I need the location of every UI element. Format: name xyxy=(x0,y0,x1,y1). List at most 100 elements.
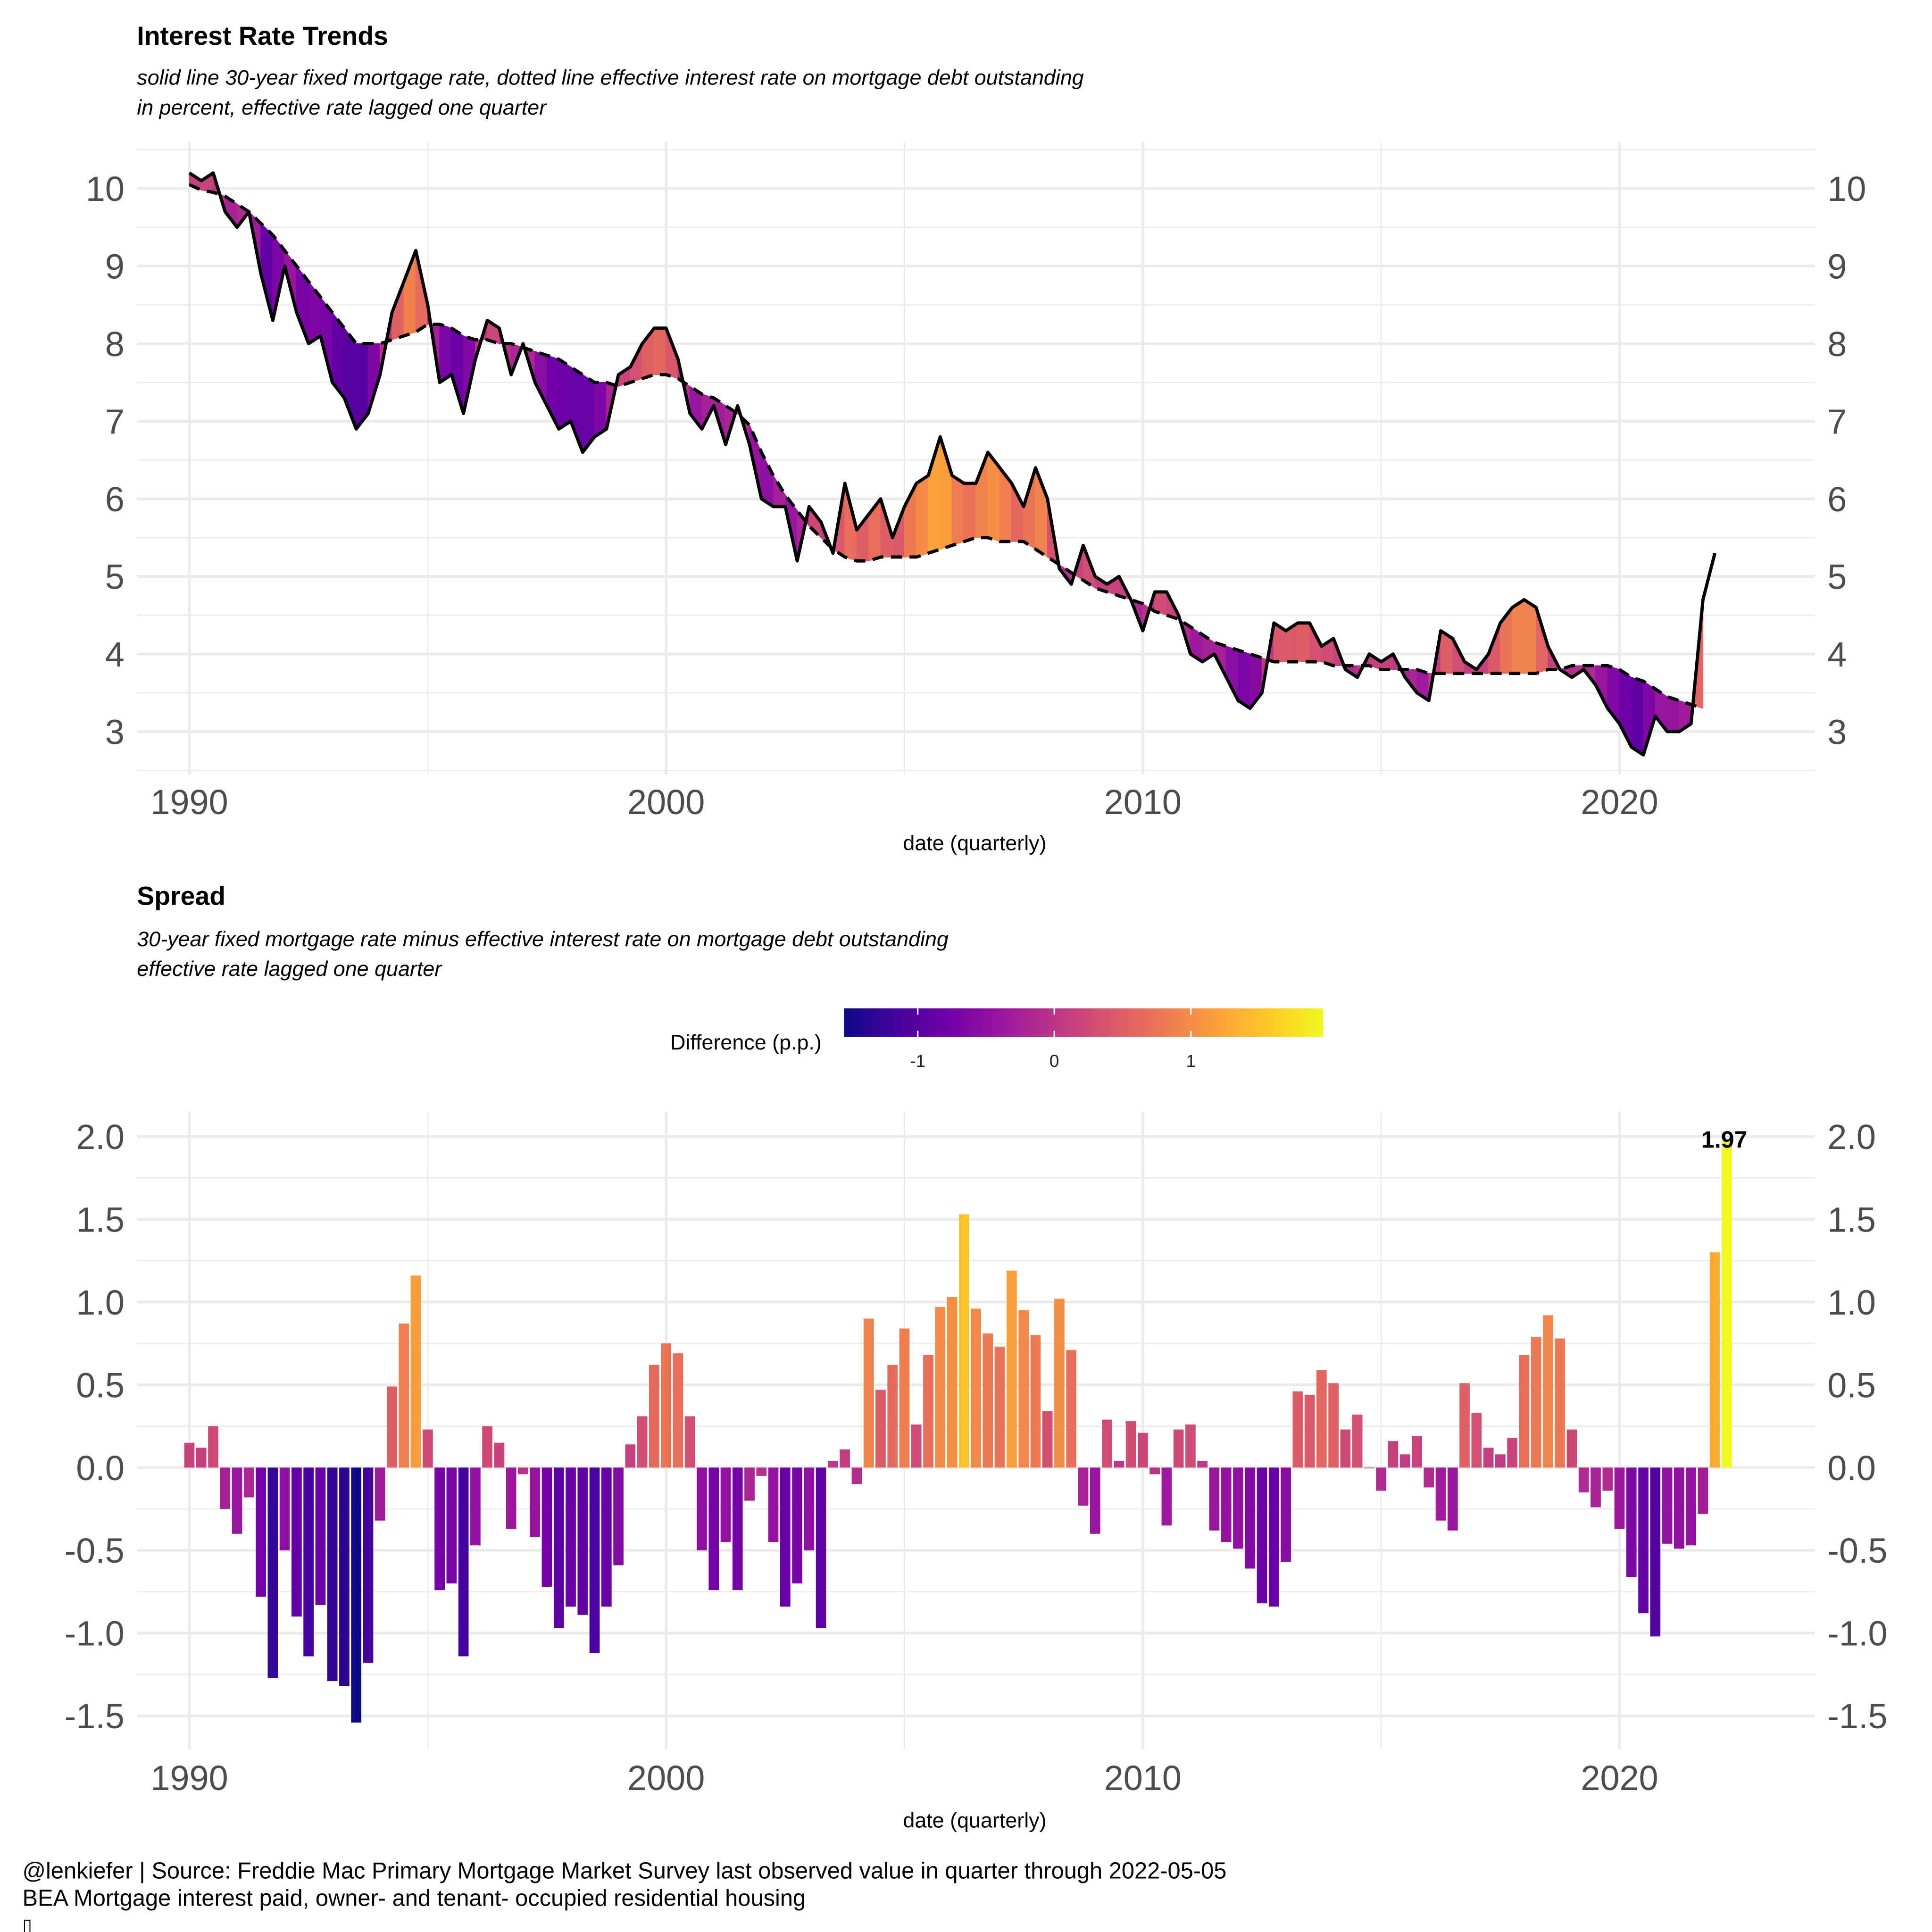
spread-bar xyxy=(1626,1467,1637,1577)
spread-bar xyxy=(1424,1467,1434,1488)
top-x-tick-label: 1990 xyxy=(150,783,228,822)
spread-bar xyxy=(780,1467,791,1607)
spread-bar xyxy=(232,1467,242,1534)
spread-bar xyxy=(637,1416,648,1468)
spread-bar xyxy=(1602,1467,1613,1491)
spread-bar xyxy=(1054,1299,1065,1468)
spread-bar xyxy=(327,1467,338,1682)
top-y-tick-label-left: 4 xyxy=(105,635,125,674)
spread-bar xyxy=(947,1297,958,1468)
spread-bar xyxy=(899,1328,910,1468)
spread-bar xyxy=(1281,1467,1291,1562)
legend-tick-label: 0 xyxy=(1049,1051,1059,1071)
spread-bar xyxy=(1543,1315,1553,1468)
mortgage-rate-solid-line xyxy=(188,171,1716,757)
spread-bar xyxy=(1030,1335,1041,1468)
spread-bar xyxy=(339,1467,350,1686)
spread-bar xyxy=(1316,1370,1327,1468)
spread-bar xyxy=(1495,1454,1506,1468)
bottom-y-tick-label-left: -1.5 xyxy=(65,1697,125,1736)
top-y-tick-label-left: 8 xyxy=(105,325,125,364)
spread-bar xyxy=(958,1214,969,1468)
bottom-y-tick-label-right: -0.5 xyxy=(1827,1531,1887,1570)
spread-bar xyxy=(1078,1467,1089,1506)
spread-bar xyxy=(601,1467,612,1607)
spread-bar xyxy=(816,1467,826,1628)
top-panel: 3 3 4 4 5 5 6 6 7 7 8 8 9 9 10 10 1990 2000 2010 2020 xyxy=(86,142,1866,822)
top-chart-title: Interest Rate Trends xyxy=(137,21,388,50)
top-y-tick-label-right: 8 xyxy=(1827,325,1847,364)
spread-bar xyxy=(1007,1270,1017,1468)
spread-bar xyxy=(1292,1391,1303,1468)
spread-bar xyxy=(804,1467,815,1550)
spread-bar xyxy=(613,1467,624,1566)
spread-ribbon-segment xyxy=(1631,676,1644,756)
bottom-chart-subtitle-line1: 30-year fixed mortgage rate minus effect… xyxy=(137,927,949,951)
spread-bar xyxy=(1268,1467,1279,1607)
spread-ribbon-segment xyxy=(260,222,274,321)
bottom-chart-subtitle-line2: effective rate lagged one quarter xyxy=(137,957,442,981)
bottom-y-tick-label-left: 2.0 xyxy=(76,1117,125,1157)
spread-bar xyxy=(1471,1413,1482,1468)
effective-rate-dashed-line xyxy=(189,183,1704,710)
spread-bar xyxy=(792,1467,802,1584)
spread-bar xyxy=(923,1355,933,1468)
spread-bar xyxy=(410,1275,421,1468)
spread-bar xyxy=(1066,1350,1077,1468)
spread-bars xyxy=(184,1141,1732,1723)
spread-bar xyxy=(267,1467,278,1678)
spread-bar xyxy=(1352,1415,1363,1468)
top-y-tick-label-right: 10 xyxy=(1827,169,1866,208)
top-chart-subtitle-line1: solid line 30-year fixed mortgage rate, … xyxy=(137,65,1083,89)
top-x-tick-label: 2000 xyxy=(627,783,705,822)
bottom-y-tick-label-right: 1.0 xyxy=(1827,1283,1876,1322)
bottom-x-axis: 1990 2000 2010 2020 xyxy=(150,1758,1658,1798)
top-y-tick-label-right: 4 xyxy=(1827,635,1847,674)
bottom-y-tick-label-left: 0.0 xyxy=(76,1449,125,1488)
spread-bar xyxy=(1114,1461,1124,1468)
bottom-y-tick-label-left: -0.5 xyxy=(65,1531,125,1570)
caption-line2: BEA Mortgage interest paid, owner- and t… xyxy=(23,1886,806,1911)
spread-bar xyxy=(1042,1411,1053,1468)
spread-bar xyxy=(768,1467,779,1542)
spread-bar xyxy=(1376,1467,1387,1491)
spread-ribbon-segment xyxy=(964,483,976,542)
spread-bar xyxy=(399,1324,409,1468)
spread-bar xyxy=(1566,1429,1577,1468)
bottom-panel: -1.5 -1.5 -1.0 -1.0 -0.5 -0.5 0.0 0.0 0.5 0.5 1.0 1… xyxy=(65,1111,1888,1798)
top-y-tick-label-left: 5 xyxy=(105,557,125,596)
spread-bar xyxy=(983,1333,993,1468)
spread-bar xyxy=(541,1467,552,1587)
spread-bar xyxy=(875,1390,886,1468)
spread-bar xyxy=(1137,1432,1148,1468)
spread-bar xyxy=(184,1442,195,1468)
spread-bar xyxy=(1435,1467,1446,1521)
spread-bar xyxy=(1245,1467,1256,1569)
spread-bar xyxy=(625,1444,636,1468)
spread-bar xyxy=(1328,1383,1339,1468)
bottom-x-tick-label: 1990 xyxy=(150,1758,228,1798)
spread-bar xyxy=(851,1467,862,1484)
spread-bar xyxy=(446,1467,457,1584)
last-value-annotation: 1.97 xyxy=(1701,1126,1748,1153)
spread-bar xyxy=(1149,1467,1160,1474)
spread-bar xyxy=(1531,1337,1541,1468)
spread-bar xyxy=(315,1467,326,1605)
caption-line1: @lenkiefer | Source: Freddie Mac Primary… xyxy=(23,1858,1227,1884)
spread-bar xyxy=(434,1467,445,1591)
spread-bar xyxy=(589,1467,600,1653)
spread-bar xyxy=(1197,1461,1208,1468)
spread-bar xyxy=(208,1426,218,1468)
spread-bar xyxy=(697,1467,707,1550)
spread-ribbon-segment xyxy=(1524,599,1537,674)
spread-bar xyxy=(1591,1467,1601,1507)
bottom-y-tick-label-left: 0.5 xyxy=(76,1366,125,1405)
spread-bar xyxy=(1709,1252,1720,1468)
spread-bar xyxy=(1304,1394,1315,1468)
spread-bar xyxy=(1483,1448,1494,1468)
spread-bar xyxy=(1698,1467,1708,1514)
spread-bar xyxy=(994,1347,1005,1468)
spread-bar xyxy=(1519,1355,1530,1468)
spread-bar xyxy=(1102,1419,1112,1468)
spread-bar xyxy=(1686,1467,1697,1546)
